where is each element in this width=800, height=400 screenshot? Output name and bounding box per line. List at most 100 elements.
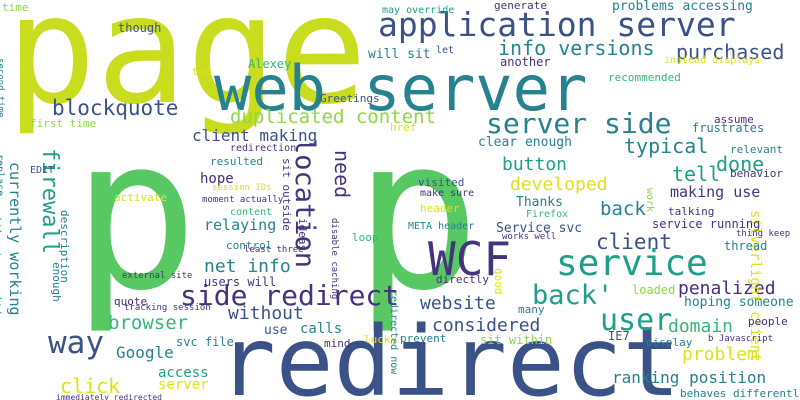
cloud-word-session-ids: session IDs [212,183,272,193]
cloud-word-info-versions: info versions [498,36,655,60]
cloud-word-problem: problem [682,344,758,365]
cloud-word-access: access [158,365,209,381]
cloud-word-talking: talking [668,205,715,218]
cloud-word-need: need [330,150,354,199]
cloud-word-server: server [158,377,209,393]
cloud-word-lucky: lucky [364,333,398,346]
cloud-word-make-sure: make sure [420,188,475,199]
cloud-word-works-well: works well [502,232,557,242]
cloud-word-href: href [390,121,417,134]
cloud-word-without: without [228,303,304,324]
cloud-word-p: p [72,92,199,337]
cloud-word-redirection: redirection [230,143,297,154]
cloud-word-service-running: service running [652,217,761,231]
cloud-word-behaves-differently: behaves differently [680,387,800,400]
cloud-word-domain: domain [668,316,734,337]
cloud-word-behavior: behavior [730,167,783,180]
cloud-word-second-time: second time [0,58,5,118]
cloud-word-problems-accessing: problems accessing [612,0,753,14]
cloud-word-clear-enough: clear enough [478,135,572,150]
cloud-word-blockquote: blockquote [52,96,179,120]
cloud-word-redirected-now: redirected now [388,290,399,375]
cloud-word-service-svc: Service svc [496,221,583,236]
cloud-word-ideas: ideas [296,218,309,252]
cloud-word-relaying: relaying [204,216,277,234]
cloud-word-back: back [600,198,646,220]
cloud-word-client-making: client making [192,126,318,145]
cloud-word-replace: replace [0,154,5,197]
cloud-word-net-info: net info [204,256,291,277]
cloud-word-people: people [748,315,788,328]
cloud-word-browser: browser [108,312,189,334]
cloud-word-though: though [118,21,162,35]
cloud-word-user: user [600,303,673,338]
cloud-word-frustrates: frustrates [692,121,765,135]
cloud-word-hoping-someone: hoping someone [684,295,794,310]
cloud-word-service: service [556,243,708,284]
cloud-word-relevant: relevant [730,143,783,156]
cloud-word-work: work [644,188,655,213]
cloud-word-currently-working: currently working [6,162,24,316]
cloud-word-good: good [492,268,505,295]
cloud-word-loaded: loaded [632,283,676,297]
cloud-word-svc-file: svc file [176,335,234,349]
cloud-word-display: display [646,336,693,349]
cloud-word-prevent: prevent [400,332,447,345]
cloud-word-click: click [60,374,121,398]
cloud-word-first-time: first time [30,117,97,130]
cloud-word-assume: assume [714,113,754,126]
cloud-word-thanks: Thanks [516,195,563,210]
cloud-word-visited: visited [418,176,465,189]
cloud-word-side-redirect: side redirect [180,279,400,312]
cloud-word-may-override: may override [382,5,455,16]
cloud-word-p: p [354,92,481,337]
cloud-word-mind: mind [324,337,351,350]
cloud-word-moment-actually: moment actually [202,195,284,205]
cloud-word-tell: tell [672,162,721,186]
cloud-word-b-javascript: b Javascript [708,334,774,344]
cloud-word-server-side: server side [486,107,672,140]
cloud-word-back: back' [532,280,614,311]
cloud-word-tracking-session: tracking session [124,303,211,313]
cloud-word-directly: directly [436,273,489,286]
cloud-word-ranking-position: ranking position [612,368,767,387]
cloud-word-purchased: purchased [676,40,785,64]
cloud-word-making-use: making use [670,183,761,201]
cloud-word-meta-header: META header [408,221,475,232]
cloud-word-time: time [2,1,29,14]
cloud-word-website: website [420,293,496,314]
cloud-word-alexey: Alexey [248,57,292,71]
cloud-word-least-three: least three [244,245,304,255]
cloud-word-edit: EDIT [30,165,55,176]
cloud-word-calls: calls [300,321,343,337]
cloud-word-use: use [264,323,288,338]
cloud-word-sit-within: sit within [480,333,553,347]
cloud-word-considered: considered [432,315,541,336]
cloud-word-quote: quote [114,295,148,308]
cloud-word-hope: hope [200,171,234,187]
cloud-word-header: header [420,202,460,215]
cloud-word-content: content [230,207,273,218]
cloud-word-greetings: Greetings [320,92,380,105]
cloud-word-loop: loop [352,231,379,244]
cloud-word-external-site: external site [122,271,193,281]
cloud-word-penalized: penalized [678,278,776,299]
cloud-word-control: control [226,239,273,252]
cloud-word-sit-outside: sit outside [280,158,293,231]
cloud-word-application-server: application server [378,5,736,44]
cloud-word-activate: activate [114,191,167,204]
cloud-word-page: page [6,0,368,138]
cloud-word-let: let [436,45,455,56]
cloud-word-thread: thread [724,239,768,253]
cloud-word-users-will: users will [204,275,277,289]
cloud-word-way: way [48,325,104,361]
cloud-word-without-rewriting: without rewriting [0,208,3,331]
cloud-word-typical: typical [624,134,709,158]
cloud-word-done: done [716,152,765,176]
cloud-word-ie7: IE7 [608,329,630,343]
cloud-word-two: two [192,65,212,78]
cloud-word-thing-keep: thing keep [736,229,791,239]
cloud-word-wcf: WCF [428,232,512,286]
cloud-word-developed: developed [510,174,608,195]
cloud-word-google: Google [116,343,174,362]
